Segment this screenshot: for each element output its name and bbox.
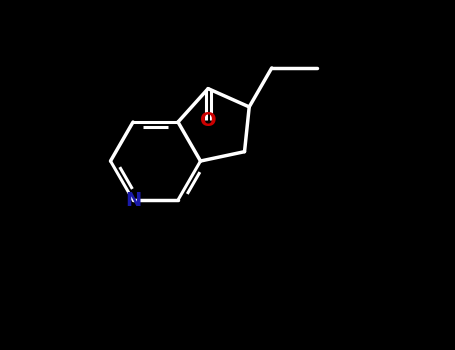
Text: O: O: [200, 111, 217, 130]
Text: N: N: [125, 190, 141, 210]
